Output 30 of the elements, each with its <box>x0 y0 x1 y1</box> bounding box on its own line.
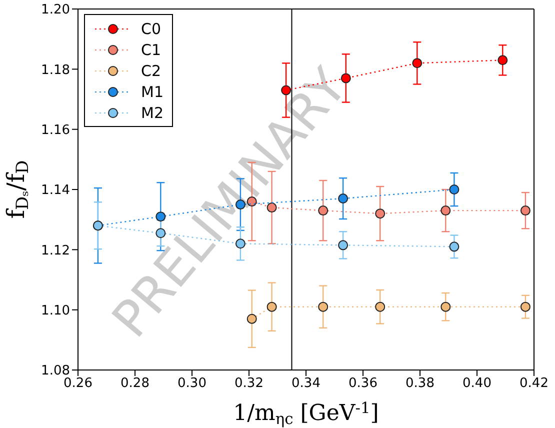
point <box>440 206 451 216</box>
y-tick-label: 1.10 <box>41 303 70 318</box>
x-tick-label: 0.34 <box>292 376 320 392</box>
y-tick-label: 1.18 <box>41 62 70 78</box>
x-tick-label: 0.36 <box>348 376 378 392</box>
x-axis-title: 1/m$_{ηc}$ [GeV$^{-1}$] <box>233 399 379 428</box>
point <box>520 302 530 312</box>
point <box>412 58 422 68</box>
point <box>375 302 386 312</box>
y-tick-label: 1.14 <box>41 183 70 198</box>
x-tick-label: 0.40 <box>462 376 492 392</box>
point <box>449 184 460 194</box>
point <box>449 242 460 252</box>
y-tick-label: 1.20 <box>41 2 70 18</box>
y-tick-label: 1.08 <box>41 364 70 379</box>
x-tick-label: 0.30 <box>178 376 206 392</box>
x-tick-label: 0.28 <box>120 376 150 392</box>
point <box>375 208 386 219</box>
x-tick-label: 0.42 <box>520 376 548 392</box>
point <box>440 302 451 312</box>
y-tick-label: 1.16 <box>41 122 70 138</box>
x-tick-label: 0.38 <box>406 376 434 392</box>
point <box>498 55 508 66</box>
legend-label: C0 <box>141 20 162 38</box>
legend-label: C1 <box>141 40 162 58</box>
point <box>520 206 530 216</box>
y-tick-label: 1.12 <box>41 243 70 258</box>
x-tick-label: 0.32 <box>234 376 264 392</box>
x-tick-label: 0.26 <box>64 376 92 392</box>
point <box>340 73 351 84</box>
